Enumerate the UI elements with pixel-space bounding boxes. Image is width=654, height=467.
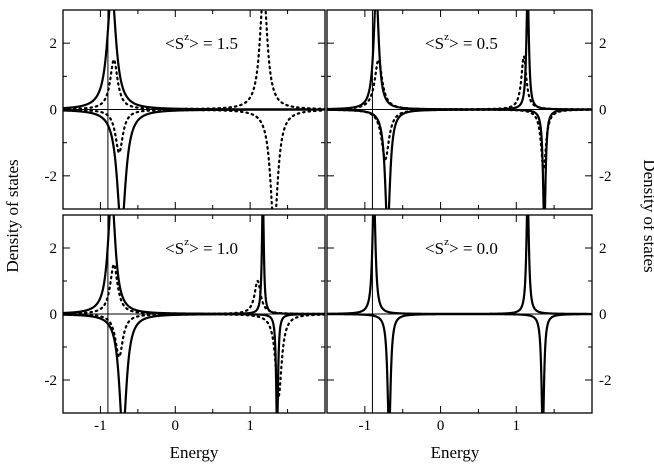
x-tick-label: 0 — [437, 418, 445, 434]
y-tick-label: 0 — [599, 103, 607, 119]
y-tick-label: -2 — [45, 169, 58, 185]
dos-curve-solid-down — [63, 108, 325, 209]
dos-curve-dotted-down — [63, 108, 325, 209]
xlabel-right: Energy — [431, 443, 480, 462]
x-tick-label: 1 — [246, 418, 254, 434]
dos-curve-solid-up — [327, 10, 592, 111]
x-tick-label: -1 — [359, 418, 372, 434]
y-tick-label: 2 — [50, 36, 58, 52]
annotation-post: > = 1.0 — [189, 239, 238, 258]
annotation-sup: z — [184, 31, 189, 43]
dos-curve-solid-down — [327, 313, 592, 413]
spin-annotation: <Sz> = 1.0 — [165, 236, 238, 258]
y-tick-label: -2 — [599, 169, 612, 185]
annotation-pre: <S — [425, 34, 444, 53]
xlabel-left: Energy — [170, 443, 219, 462]
y-tick-label: 0 — [50, 307, 58, 323]
annotation-sup: z — [444, 236, 449, 248]
dos-curve-dotted-down — [327, 108, 592, 171]
x-tick-label: -1 — [94, 418, 107, 434]
annotation-pre: <S — [425, 239, 444, 258]
ylabel-left: Density of states — [3, 159, 22, 272]
y-tick-label: 0 — [599, 307, 607, 323]
spin-annotation: <Sz> = 0.0 — [425, 236, 498, 258]
dos-curve-dotted-down — [63, 313, 325, 398]
spin-annotation: <Sz> = 0.5 — [425, 31, 498, 53]
y-tick-label: 0 — [50, 103, 58, 119]
y-tick-label: 2 — [50, 241, 58, 257]
dos-curve-solid-down — [327, 108, 592, 209]
y-tick-label: -2 — [45, 373, 58, 389]
dos-curve-dotted-up — [63, 10, 325, 111]
panel-1: -2 0 2 <Sz> = 1.5 — [45, 9, 326, 210]
ylabel-right: Density of states — [640, 159, 654, 272]
annotation-sup: z — [184, 236, 189, 248]
spin-annotation: <Sz> = 1.5 — [165, 31, 238, 53]
y-tick-label: 2 — [599, 36, 607, 52]
annotation-post: > = 0.5 — [449, 34, 498, 53]
x-tick-label: 0 — [172, 418, 180, 434]
x-tick-label: 1 — [513, 418, 521, 434]
panel-4: -2 0 2 -1 0 1 <Sz> = 0.0 — [326, 214, 612, 434]
y-tick-label: 2 — [599, 241, 607, 257]
annotation-post: > = 0.0 — [449, 239, 498, 258]
annotation-post: > = 1.5 — [189, 34, 238, 53]
panel-3: -2 0 2 -1 0 1 <Sz> = 1.0 — [45, 214, 326, 434]
panel-2: -2 0 2 <Sz> = 0.5 — [326, 9, 612, 210]
panels-group: -202 <Sz> = 1.5-202<Sz> = 0.5-202-1 0 1<Sz>… — [45, 9, 612, 434]
y-tick-label: -2 — [599, 373, 612, 389]
annotation-pre: <S — [165, 239, 184, 258]
dos-curve-dotted-up — [327, 55, 592, 111]
annotation-pre: <S — [165, 34, 184, 53]
dos-curve-solid-up — [63, 10, 325, 111]
annotation-sup: z — [444, 31, 449, 43]
